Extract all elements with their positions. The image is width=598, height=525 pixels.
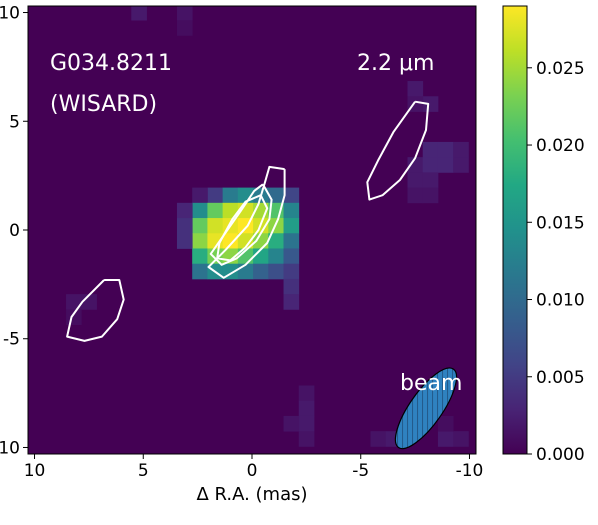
- image-pixel: [370, 431, 387, 447]
- image-pixel: [207, 187, 224, 204]
- colorbar-tick-label: 0.000: [536, 445, 585, 465]
- image-pixel: [66, 309, 82, 326]
- image-pixel: [422, 172, 439, 188]
- colorbar-tick-label: 0.015: [536, 213, 585, 233]
- image-pixel: [422, 157, 439, 173]
- image-pixel: [407, 187, 424, 204]
- image-pixel: [207, 202, 224, 219]
- image-pixel: [253, 263, 269, 280]
- image-pixel: [283, 233, 300, 249]
- image-pixel: [453, 157, 469, 173]
- image-pixel: [192, 218, 208, 234]
- y-tick-label: 0: [9, 221, 20, 241]
- image-pixel: [298, 431, 315, 447]
- image-pixel: [268, 248, 284, 265]
- source-label: G034.8211: [50, 51, 172, 76]
- colorbar-gradient: [502, 5, 528, 455]
- image-pixel: [222, 202, 239, 219]
- contour-line: [216, 194, 269, 262]
- image-pixel: [207, 218, 224, 234]
- colorbar-ticks: 0.000 0.005 0.010 0.015 0.020 0.025: [527, 59, 585, 465]
- y-tick-label: -5: [3, 330, 20, 350]
- image-pixel: [176, 6, 193, 21]
- instrument-label: (WISARD): [50, 92, 157, 117]
- image-pixel: [237, 263, 254, 280]
- image-pixel: [453, 431, 469, 447]
- image-pixel: [298, 385, 315, 402]
- colorbar: 0.000 0.005 0.010 0.015 0.020 0.025: [502, 5, 585, 465]
- image-pixel: [253, 248, 269, 265]
- image-pixel: [176, 218, 193, 234]
- image-pixel: [283, 218, 300, 234]
- image-pixel: [131, 6, 147, 21]
- plot-area: [27, 5, 477, 455]
- image-pixel: [422, 141, 439, 158]
- image-pixel: [298, 400, 315, 417]
- image-pixel: [422, 187, 439, 204]
- image-pixel: [176, 233, 193, 249]
- colorbar-tick-label: 0.005: [536, 368, 585, 388]
- x-axis-label: Δ R.A. (mas): [196, 484, 307, 505]
- image-pixel: [192, 202, 208, 219]
- image-pixel: [237, 233, 254, 249]
- contour-line: [66, 279, 125, 342]
- colorbar-tick-label: 0.020: [536, 136, 585, 156]
- contours: [66, 100, 430, 342]
- beam-label: beam: [400, 371, 462, 396]
- y-tick-label: 5: [9, 112, 20, 132]
- y-axis: 10 5 0 -5 10: [0, 4, 28, 458]
- image-pixel: [283, 263, 300, 280]
- contour-line: [366, 100, 430, 201]
- image-pixel: [192, 187, 208, 204]
- image-pixel: [192, 263, 208, 280]
- y-tick-label: 10: [0, 4, 20, 24]
- image-pixel: [222, 233, 239, 249]
- image-pixel: [283, 294, 300, 310]
- image-pixel: [283, 248, 300, 265]
- image-pixel: [222, 187, 239, 204]
- wavelength-label: 2.2 μm: [357, 51, 434, 76]
- image-pixel: [298, 415, 315, 432]
- image-pixel: [453, 141, 469, 158]
- image-pixel: [66, 294, 82, 310]
- image-pixel: [422, 96, 439, 112]
- image-pixel: [268, 233, 284, 249]
- y-tick-label: 10: [0, 438, 20, 458]
- colorbar-tick-label: 0.010: [536, 291, 585, 311]
- image-pixel: [207, 248, 224, 265]
- image-pixel: [192, 233, 208, 249]
- image-pixel: [407, 172, 424, 188]
- x-axis: 10 5 0 -5 -10: [24, 454, 484, 481]
- image-pixel: [407, 157, 424, 173]
- beam-ellipse: [394, 367, 458, 450]
- image-pixel: [283, 202, 300, 219]
- image-pixel: [283, 415, 300, 432]
- image-pixel: [268, 263, 284, 280]
- beam: [394, 367, 458, 450]
- contour-line: [209, 183, 273, 266]
- x-tick-label: 0: [247, 461, 258, 481]
- contour-line: [207, 165, 286, 279]
- image-pixel: [407, 81, 424, 97]
- image-pixel: [437, 415, 454, 432]
- image-pixel: [283, 187, 300, 204]
- colorbar-tick-label: 0.025: [536, 59, 585, 79]
- image-pixel: [176, 202, 193, 219]
- image-pixel: [437, 431, 454, 447]
- image-pixel: [176, 20, 193, 36]
- image-pixel: [268, 218, 284, 234]
- image-pixel: [192, 248, 208, 265]
- image-pixel: [283, 278, 300, 295]
- x-tick-label: 5: [138, 461, 149, 481]
- image-pixel: [437, 141, 454, 158]
- x-tick-label: -10: [456, 461, 484, 481]
- x-tick-label: 10: [24, 461, 46, 481]
- x-tick-label: -5: [352, 461, 369, 481]
- image-pixel: [437, 157, 454, 173]
